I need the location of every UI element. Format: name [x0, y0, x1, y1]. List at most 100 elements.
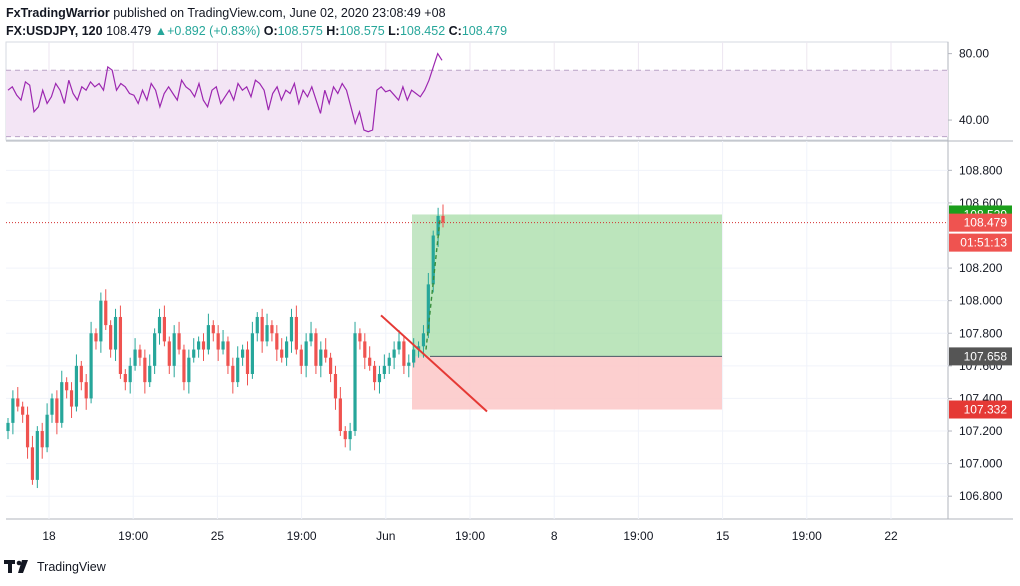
projection-line[interactable]	[425, 219, 441, 350]
candle-body[interactable]	[348, 431, 352, 440]
candle-body[interactable]	[74, 365, 79, 407]
candle-body[interactable]	[201, 341, 206, 350]
candle-body[interactable]	[436, 215, 440, 236]
candle-body[interactable]	[221, 341, 225, 350]
candle-body[interactable]	[65, 382, 69, 391]
candle-body[interactable]	[79, 365, 83, 383]
candle-body[interactable]	[21, 406, 25, 415]
candle-body[interactable]	[372, 365, 377, 383]
candle-body[interactable]	[50, 398, 54, 415]
candle-body[interactable]	[123, 373, 127, 383]
candle-body[interactable]	[412, 349, 416, 363]
trend-line[interactable]	[380, 314, 488, 413]
candle-body[interactable]	[182, 349, 186, 383]
candle-body[interactable]	[6, 422, 10, 432]
candle-body[interactable]	[192, 349, 196, 358]
symbol-label[interactable]: FX:USDJPY, 120	[6, 24, 103, 38]
candle-body[interactable]	[84, 382, 88, 399]
publisher-name[interactable]: FxTradingWarrior	[6, 6, 110, 20]
candle-body[interactable]	[260, 316, 264, 342]
candle-body[interactable]	[109, 325, 113, 350]
candle-body[interactable]	[407, 362, 411, 366]
candle-body[interactable]	[314, 333, 318, 366]
candle-body[interactable]	[328, 357, 333, 374]
candle-body[interactable]	[197, 341, 201, 350]
candle-body[interactable]	[206, 325, 210, 350]
candle-body[interactable]	[387, 357, 391, 366]
candle-body[interactable]	[216, 333, 220, 350]
candle-body[interactable]	[304, 341, 308, 366]
candle-body[interactable]	[280, 349, 284, 358]
candle-body[interactable]	[99, 300, 103, 342]
candle-body[interactable]	[236, 357, 240, 383]
candle-body[interactable]	[265, 325, 269, 342]
candle-body[interactable]	[397, 341, 401, 350]
candle-body[interactable]	[333, 373, 338, 399]
candle-body[interactable]	[358, 333, 362, 342]
candle-body[interactable]	[338, 398, 342, 432]
candle-body[interactable]	[25, 414, 30, 448]
candle-body[interactable]	[255, 316, 259, 334]
candle-body[interactable]	[353, 333, 357, 432]
candle-body[interactable]	[69, 390, 74, 407]
candle-body[interactable]	[35, 431, 39, 480]
candle-body[interactable]	[128, 365, 132, 383]
candle-body[interactable]	[167, 341, 171, 366]
rsi-line[interactable]	[7, 52, 443, 133]
candle-body[interactable]	[113, 316, 118, 350]
candle-body[interactable]	[319, 349, 323, 366]
candle-body[interactable]	[16, 398, 20, 407]
candle-body[interactable]	[421, 333, 426, 347]
candle-body[interactable]	[441, 215, 445, 223]
candle-body[interactable]	[89, 333, 93, 399]
candle-body[interactable]	[377, 373, 382, 383]
candle-body[interactable]	[177, 333, 181, 350]
candle-body[interactable]	[382, 365, 386, 374]
profit-zone[interactable]	[412, 214, 722, 357]
candle-body[interactable]	[153, 333, 157, 366]
candles[interactable]	[6, 204, 445, 489]
candle-body[interactable]	[245, 349, 250, 374]
candle-body[interactable]	[343, 431, 347, 440]
candle-body[interactable]	[143, 357, 147, 383]
drawings[interactable]	[6, 219, 948, 413]
candle-body[interactable]	[309, 333, 313, 342]
candle-body[interactable]	[275, 333, 279, 350]
candle-body[interactable]	[392, 349, 396, 358]
loss-zone[interactable]	[412, 356, 722, 410]
candle-body[interactable]	[187, 357, 191, 383]
rsi-panel[interactable]	[6, 52, 948, 138]
candle-body[interactable]	[60, 382, 64, 423]
candle-body[interactable]	[431, 235, 435, 285]
candle-body[interactable]	[250, 333, 254, 374]
candle-body[interactable]	[416, 346, 421, 350]
candle-body[interactable]	[162, 316, 167, 342]
candle-body[interactable]	[324, 349, 328, 358]
candle-body[interactable]	[133, 349, 137, 366]
candle-body[interactable]	[30, 447, 35, 480]
candle-body[interactable]	[211, 325, 215, 334]
candle-body[interactable]	[11, 398, 15, 423]
candle-body[interactable]	[270, 325, 274, 334]
candle-body[interactable]	[368, 357, 372, 366]
footer-brand[interactable]: TradingView	[37, 560, 106, 574]
candle-body[interactable]	[94, 333, 98, 342]
candle-body[interactable]	[148, 365, 152, 383]
candle-body[interactable]	[289, 316, 294, 342]
candle-body[interactable]	[55, 398, 59, 423]
candle-body[interactable]	[402, 341, 406, 366]
candle-body[interactable]	[118, 316, 123, 374]
candle-body[interactable]	[299, 349, 303, 366]
candle-body[interactable]	[138, 349, 142, 358]
candle-body[interactable]	[104, 300, 108, 326]
candle-body[interactable]	[45, 414, 49, 448]
candle-body[interactable]	[226, 341, 230, 366]
position-zones[interactable]	[412, 214, 722, 410]
candle-body[interactable]	[363, 341, 367, 358]
candle-body[interactable]	[40, 431, 44, 448]
candle-body[interactable]	[157, 316, 162, 334]
candle-body[interactable]	[172, 333, 176, 366]
candle-body[interactable]	[284, 341, 289, 358]
candle-body[interactable]	[241, 349, 245, 358]
